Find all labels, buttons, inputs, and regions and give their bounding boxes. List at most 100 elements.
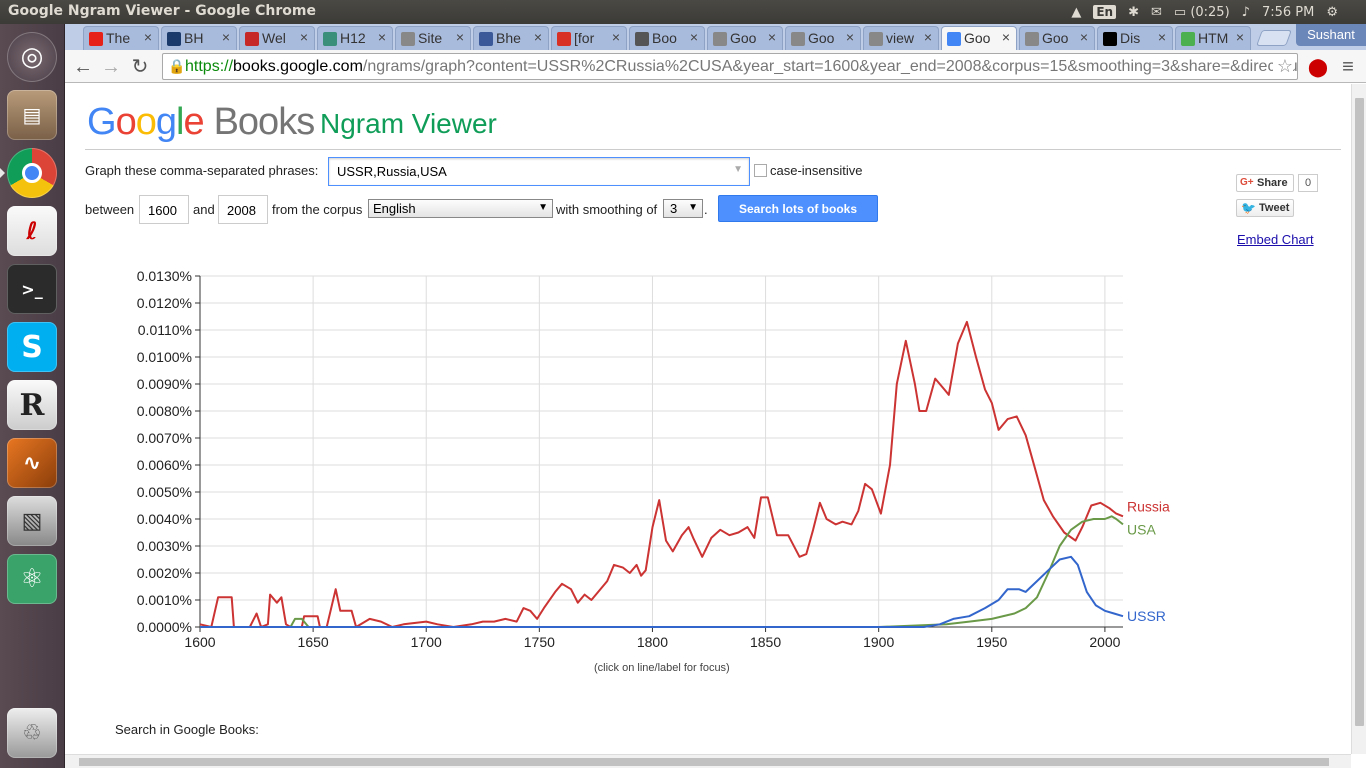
address-bar[interactable]: 🔒 https://books.google.com/ngrams/graph?… [162,53,1298,80]
back-icon[interactable]: ← [73,56,93,78]
wf-icon [245,32,259,46]
vertical-scrollbar[interactable] [1351,84,1366,754]
browser-tab[interactable]: Goo × [785,26,861,50]
case-insensitive-checkbox[interactable] [754,164,767,177]
terminal-icon[interactable]: >_ [7,264,57,314]
share-count: 0 [1298,174,1318,192]
close-tab-icon[interactable]: × [767,29,776,45]
browser-tab[interactable]: Boo × [629,26,705,50]
close-tab-icon[interactable]: × [455,29,464,45]
tab-label: Goo [730,30,757,46]
vertical-scroll-thumb[interactable] [1355,98,1364,726]
close-tab-icon[interactable]: × [923,29,932,45]
mail-icon[interactable]: ✉ [1150,4,1162,20]
browser-tab[interactable]: Goo × [707,26,783,50]
system-tray: ▲ En ✱ ✉ ▭ (0:25) ♪ 7:56 PM ⚙ [1071,0,1366,24]
browser-tab[interactable]: [for × [551,26,627,50]
period-text: . [704,202,708,217]
youtube-icon [89,32,103,46]
battery-indicator[interactable]: ▭ (0:25) [1174,5,1230,20]
skype-icon[interactable]: S [7,322,57,372]
bookmark-star-icon[interactable]: ☆ [1272,56,1293,77]
series-label-ussr[interactable]: USSR [1127,608,1166,624]
pdf-reader-icon[interactable]: ℓ [7,206,57,256]
ngram-chart[interactable]: 0.0000% 0.0010% 0.0020% 0.0030% 0.0040% 0.005… [65,260,1195,660]
corpus-value: English [373,201,416,216]
close-tab-icon[interactable]: × [377,29,386,45]
browser-tab[interactable]: Site × [395,26,471,50]
year-end-input[interactable]: 2008 [218,195,268,224]
keyboard-layout-indicator[interactable]: En [1093,5,1117,19]
embed-chart-link[interactable]: Embed Chart [1237,232,1314,247]
browser-tab[interactable]: BH × [161,26,237,50]
tweet-button[interactable]: 🐦 Tweet [1236,199,1294,217]
extension-icon[interactable]: ⬤ [1307,57,1329,77]
horizontal-scroll-thumb[interactable] [79,758,1329,766]
browser-tab[interactable]: Bhe × [473,26,549,50]
browser-tab[interactable]: view × [863,26,939,50]
series-label-russia[interactable]: Russia [1127,498,1170,514]
new-tab-button[interactable] [1256,30,1292,46]
trash-icon[interactable]: ♲ [7,708,57,758]
series-line-ussr[interactable] [200,555,1124,628]
series-line-russia[interactable] [199,320,1124,628]
ubuntu-dash-icon[interactable]: ◎ [7,32,57,82]
x-tick-label: 1600 [184,634,215,650]
files-icon[interactable]: ▤ [7,90,57,140]
corpus-select[interactable]: English ▼ [368,199,553,218]
close-tab-icon[interactable]: × [299,29,308,45]
scanner-icon[interactable]: ▧ [7,496,57,546]
atom-icon[interactable]: ⚛ [7,554,57,604]
phrases-value: USSR,Russia,USA [337,164,447,179]
reload-icon[interactable]: ↻ [131,56,149,78]
series-line-usa[interactable] [200,515,1124,628]
browser-tab[interactable]: H12 × [317,26,393,50]
browser-tab[interactable]: Goo × [941,26,1017,50]
close-tab-icon[interactable]: × [221,29,230,45]
close-tab-icon[interactable]: × [143,29,152,45]
profile-button[interactable]: Sushant [1296,24,1366,46]
close-tab-icon[interactable]: × [611,29,620,45]
window-title: Google Ngram Viewer - Google Chrome [8,3,317,19]
page-icon [1025,32,1039,46]
between-label: between [85,202,135,217]
brand-books: Books [213,101,316,143]
close-tab-icon[interactable]: × [1157,29,1166,45]
site-icon [167,32,181,46]
phrases-input[interactable]: USSR,Russia,USA ▼ [328,157,750,186]
search-books-button[interactable]: Search lots of books [718,195,878,222]
y-tick-label: 0.0020% [137,565,192,581]
y-tick-label: 0.0070% [137,430,192,446]
bluetooth-icon[interactable]: ✱ [1128,4,1139,20]
close-tab-icon[interactable]: × [533,29,542,45]
browser-tab[interactable]: Goo × [1019,26,1095,50]
browser-tab[interactable]: The × [83,26,159,50]
matlab-icon[interactable]: ∿ [7,438,57,488]
clock[interactable]: 7:56 PM [1261,4,1315,20]
w3-icon [1181,32,1195,46]
gplus-share-button[interactable]: G+ Share [1236,174,1294,192]
chrome-menu-icon[interactable]: ≡ [1342,56,1354,78]
close-tab-icon[interactable]: × [1235,29,1244,45]
browser-tab[interactable]: HTM × [1175,26,1251,50]
volume-icon[interactable]: ♪ [1241,4,1250,20]
series-label-usa[interactable]: USA [1127,521,1156,537]
browser-tab[interactable]: Dis × [1097,26,1173,50]
close-tab-icon[interactable]: × [845,29,854,45]
rstudio-icon[interactable]: R [7,380,57,430]
settings-gear-icon[interactable]: ⚙ [1326,4,1338,20]
book-icon [635,32,649,46]
forward-icon[interactable]: → [101,56,121,78]
browser-tab[interactable]: Wel × [239,26,315,50]
close-tab-icon[interactable]: × [1079,29,1088,45]
page-title: Ngram Viewer [320,108,497,139]
smoothing-select[interactable]: 3 ▼ [663,199,703,218]
close-tab-icon[interactable]: × [1001,29,1010,45]
dropdown-caret-icon: ▼ [733,164,743,175]
chrome-icon[interactable] [0,148,57,198]
google-books-logo[interactable]: Google Books [87,101,316,143]
close-tab-icon[interactable]: × [689,29,698,45]
horizontal-scrollbar[interactable] [65,754,1351,768]
year-start-input[interactable]: 1600 [139,195,189,224]
wifi-icon[interactable]: ▲ [1071,4,1082,20]
